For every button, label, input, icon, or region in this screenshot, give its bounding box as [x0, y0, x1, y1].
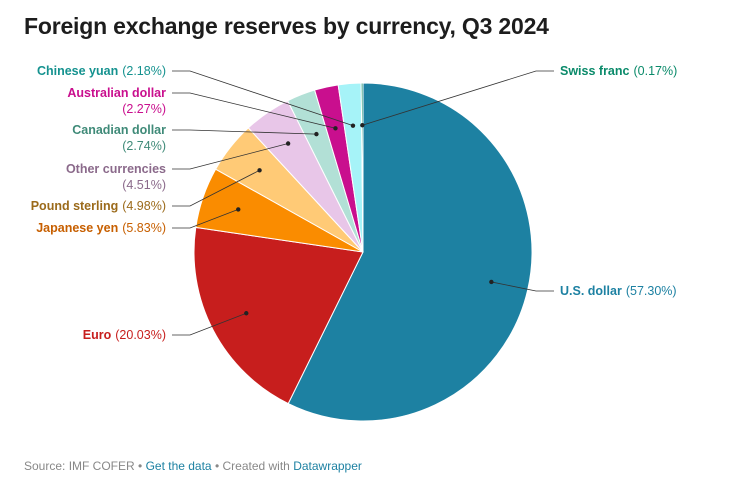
chart-title: Foreign exchange reserves by currency, Q… [24, 13, 549, 39]
get-data-link[interactable]: Get the data [145, 459, 212, 473]
slice-label-chinese-yuan: Chinese yuan (2.18%) [37, 64, 166, 78]
slice-label-value: (4.51%) [122, 178, 166, 192]
leader-dot-australian-dollar [333, 126, 338, 131]
pie-slice-euro[interactable] [193, 226, 364, 405]
slice-label-value: (5.83%) [122, 221, 166, 235]
leader-dot-u-s-dollar [489, 279, 494, 285]
pie-slice-u-s-dollar[interactable] [287, 82, 533, 422]
leader-line-u-s-dollar [491, 281, 554, 292]
leader-dot-pound-sterling [257, 168, 262, 173]
leader-lines [172, 70, 554, 336]
slice-label-name: Canadian dollar [72, 123, 166, 137]
slice-label-pound-sterling: Pound sterling (4.98%) [31, 199, 166, 213]
leader-line-chinese-yuan [172, 70, 354, 127]
leader-dot-swiss-franc [360, 123, 365, 128]
datawrapper-link[interactable]: Datawrapper [293, 459, 362, 473]
slice-label-value: (2.27%) [122, 102, 166, 116]
slice-label-other-currencies: Other currencies (4.51%) [66, 162, 166, 192]
slice-label-australian-dollar: Australian dollar (2.27%) [67, 86, 166, 116]
slice-label-name: Other currencies [66, 162, 166, 176]
slice-label-name: Australian dollar [67, 86, 166, 100]
leader-line-canadian-dollar [172, 129, 317, 135]
leader-dot-japanese-yen [236, 207, 241, 212]
slice-label-swiss-franc: Swiss franc (0.17%) [560, 64, 677, 78]
leader-line-australian-dollar [172, 92, 336, 129]
leader-line-other-currencies [172, 143, 289, 170]
source-text: Source: IMF COFER [24, 459, 135, 473]
slice-label-name: Chinese yuan [37, 64, 118, 78]
slice-label-value: (4.98%) [122, 199, 166, 213]
footer: Source: IMF COFER • Get the data • Creat… [24, 459, 362, 473]
leader-dot-chinese-yuan [350, 123, 356, 128]
pie-slices [193, 82, 533, 422]
slice-label-euro: Euro (20.03%) [83, 328, 166, 342]
leader-dot-canadian-dollar [314, 131, 319, 137]
leader-line-japanese-yen [172, 209, 239, 229]
slice-label-name: Pound sterling [31, 199, 119, 213]
leader-dot-other-currencies [285, 141, 291, 146]
leader-line-euro [172, 312, 247, 336]
leader-line-pound-sterling [172, 169, 260, 207]
slice-label-value: (2.74%) [122, 139, 166, 153]
slice-label-japanese-yen: Japanese yen (5.83%) [36, 221, 166, 235]
slice-label-name: Japanese yen [36, 221, 118, 235]
slice-label-value: (57.30%) [626, 284, 677, 298]
slice-label-value: (2.18%) [122, 64, 166, 78]
footer-separator: • [134, 459, 146, 473]
slice-label-u-s-dollar: U.S. dollar (57.30%) [560, 284, 677, 298]
slice-label-value: (0.17%) [633, 64, 677, 78]
leader-line-swiss-franc [362, 70, 554, 126]
slice-labels: U.S. dollar (57.30%) Euro (20.03%) Japanese … [31, 64, 678, 342]
created-with-text: • Created with [211, 459, 294, 473]
slice-label-canadian-dollar: Canadian dollar (2.74%) [72, 123, 166, 153]
leader-dot-euro [244, 311, 249, 316]
slice-label-name: Swiss franc [560, 64, 630, 78]
slice-label-name: Euro [83, 328, 112, 342]
slice-label-value: (20.03%) [115, 328, 166, 342]
slice-label-name: U.S. dollar [560, 284, 622, 298]
